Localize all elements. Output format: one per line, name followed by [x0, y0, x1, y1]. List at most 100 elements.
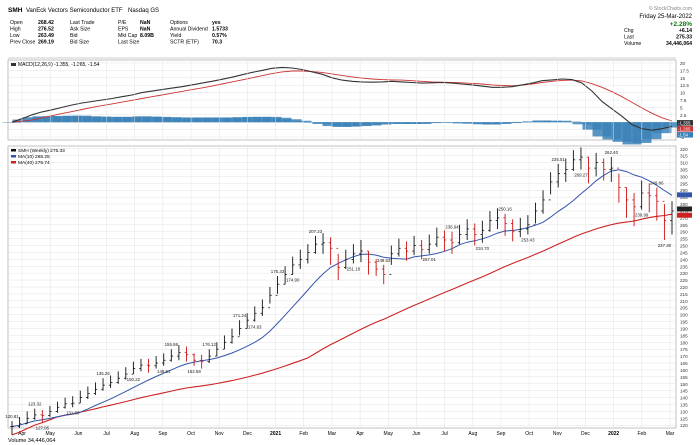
macd-histogram-bar [432, 122, 452, 123]
price-tick-label: 195 [680, 320, 688, 325]
price-annotation: 253.43 [521, 237, 535, 242]
macd-value-label: -1.54 [678, 132, 689, 137]
ohlc-bar [146, 358, 151, 373]
quote-field-label: Prev Close [10, 40, 35, 46]
macd-histogram-bar [82, 116, 102, 123]
macd-value-label: -1.265 [678, 126, 691, 131]
price-tick-label: 150 [680, 382, 688, 387]
quote-field-label: Last Size [118, 40, 139, 46]
macd-histogram-bar [112, 116, 132, 123]
x-axis-label: Nov [215, 431, 224, 437]
x-axis-label: Jul [441, 431, 447, 437]
ohlc-bar [533, 202, 538, 226]
macd-tick-label: 5 [680, 105, 683, 110]
price-annotation: 176.12 [203, 342, 217, 347]
ohlc-bar [207, 349, 212, 364]
quote-field-label: EPS [118, 27, 129, 33]
macd-tick-label: 17.5 [680, 68, 689, 73]
macd-histogram-bar [312, 122, 332, 124]
macd-histogram-bar [272, 117, 292, 123]
macd-histogram-bar [652, 122, 672, 134]
price-annotation: 225.51 [551, 157, 565, 162]
price-tick-label: 190 [680, 326, 688, 331]
quote-field-label: Yield [170, 33, 181, 39]
price-tick-label: 235 [680, 264, 688, 269]
ohlc-bar [359, 240, 363, 263]
ohlc-bar [298, 249, 303, 270]
macd-tick-label: 12.5 [680, 83, 689, 88]
price-annotation: 249.53 [377, 258, 391, 263]
price-annotation: 237.30 [658, 243, 672, 248]
ohlc-bar [556, 163, 561, 188]
price-tick-label: 170 [680, 354, 688, 359]
quote-field-label: SCTR (ETF) [170, 40, 199, 46]
quote-field-label: Mkt Cap [118, 33, 137, 39]
ohlc-bar [275, 275, 280, 296]
ohlc-bar [495, 208, 500, 229]
price-tick-label: 135 [680, 403, 688, 408]
ohlc-bar [306, 244, 310, 264]
ohlc-bar [503, 213, 507, 236]
macd-histogram-bar [302, 122, 322, 123]
quote-field-label: P/E [118, 20, 127, 26]
quote-field-value: NaN [140, 20, 151, 26]
quote-field-label: Last [624, 35, 634, 41]
macd-histogram-bar [282, 119, 302, 123]
price-annotation: 175.33 [271, 269, 285, 274]
price-tick-label: 315 [680, 154, 688, 159]
macd-histogram-bar [182, 117, 202, 123]
ohlc-bar [639, 180, 644, 210]
quote-field-label: Options [170, 20, 188, 26]
price-tick-label: 200 [680, 313, 688, 318]
ohlc-bar [571, 150, 576, 171]
price-tick-label: 205 [680, 306, 688, 311]
macd-histogram-bar [222, 117, 242, 123]
ohlc-bar [457, 224, 462, 245]
price-annotation: 236.94 [445, 225, 459, 230]
price-annotation: 269.27 [574, 173, 588, 178]
ohlc-bar [245, 313, 249, 329]
ohlc-bar [343, 249, 348, 270]
ohlc-bar [586, 156, 591, 184]
macd-histogram-bar [2, 122, 22, 123]
price-tick-label: 125 [680, 416, 688, 421]
symbol-label: SMH [8, 7, 23, 14]
macd-histogram-bar [462, 122, 482, 124]
x-axis-label: Oct [525, 431, 533, 437]
price-legend-label: SMH (Weekly) 275.33 [18, 148, 65, 154]
price-tick-label: 280 [680, 202, 688, 207]
price-tick-label: 220 [680, 285, 688, 290]
watermark: © StockCharts.com [649, 5, 692, 12]
macd-histogram-bar [242, 116, 262, 123]
macd-histogram-bar [192, 117, 212, 123]
price-tick-label: 240 [680, 257, 688, 262]
ohlc-bar [139, 358, 143, 372]
ohlc-bar [313, 235, 318, 254]
ohlc-bar [70, 396, 75, 408]
quote-field-value: 8.09B [140, 33, 154, 39]
macd-histogram-bar [172, 117, 192, 123]
price-annotation: 149.61 [157, 369, 171, 374]
ohlc-bar [199, 354, 204, 369]
price-tick-label: 180 [680, 340, 688, 345]
price-value-tag [677, 212, 692, 218]
price-annotation: 250.16 [498, 207, 512, 212]
change-percent: +2.28% [670, 21, 692, 28]
x-axis-label: Jun [412, 431, 420, 437]
ohlc-bar [670, 201, 674, 235]
ohlc-bar [594, 152, 598, 177]
macd-histogram-bar [162, 117, 182, 123]
macd-histogram-bar [562, 121, 582, 123]
ohlc-bar [465, 219, 469, 240]
legend-swatch [11, 161, 16, 164]
macd-histogram-bar [472, 122, 492, 125]
ohlc-bar [55, 401, 60, 413]
ohlc-bar [632, 193, 636, 227]
ohlc-bar [230, 328, 234, 344]
price-tick-label: 265 [680, 223, 688, 228]
x-axis-label: May [45, 431, 55, 437]
ohlc-bar [48, 405, 52, 417]
quote-field-label: Chg [624, 28, 634, 34]
price-annotation: 131.00 [66, 410, 80, 415]
